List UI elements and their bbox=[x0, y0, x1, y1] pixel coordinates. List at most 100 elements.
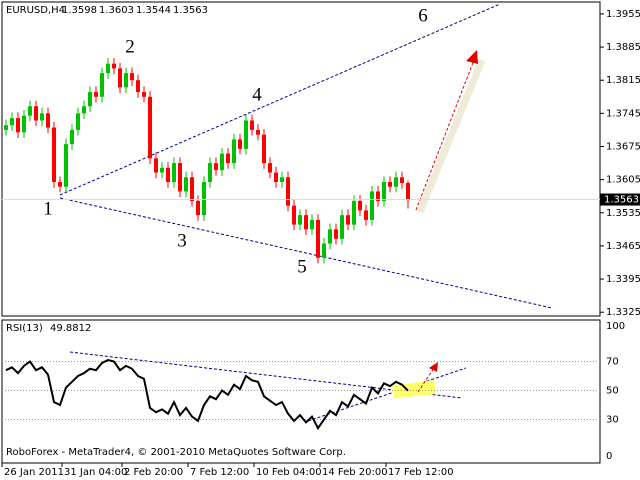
candle-body bbox=[118, 68, 122, 88]
candle-body bbox=[376, 191, 380, 201]
ohlc-open: 1.3598 bbox=[62, 5, 97, 16]
candle-body bbox=[340, 215, 344, 239]
candle-body bbox=[358, 200, 362, 211]
rsi-line bbox=[5, 358, 409, 431]
candle-body bbox=[196, 200, 200, 216]
arrow-head bbox=[466, 50, 478, 64]
y-tick-label: 1.3535 bbox=[606, 208, 640, 219]
candle-body bbox=[334, 229, 338, 239]
candle-body bbox=[382, 182, 386, 201]
candle-body bbox=[202, 182, 206, 216]
wave-label: 6 bbox=[418, 5, 428, 26]
candle-body bbox=[364, 210, 368, 220]
candle-body bbox=[124, 73, 128, 88]
candle-body bbox=[4, 125, 8, 130]
candle-body bbox=[22, 115, 26, 133]
candle-body bbox=[328, 229, 332, 244]
candle-body bbox=[88, 92, 92, 107]
candle-body bbox=[262, 134, 266, 164]
candle-body bbox=[166, 167, 170, 183]
candle-body bbox=[370, 191, 374, 220]
candle-body bbox=[400, 177, 404, 183]
candle-body bbox=[250, 120, 254, 130]
candle-body bbox=[292, 205, 296, 225]
candle-body bbox=[214, 163, 218, 171]
wave-label: 2 bbox=[125, 36, 135, 57]
candle-body bbox=[172, 163, 176, 183]
candle-body bbox=[154, 158, 158, 173]
y-tick-label: 1.3605 bbox=[606, 175, 640, 186]
ohlc-close: 1.3563 bbox=[173, 5, 208, 16]
candle-body bbox=[298, 215, 302, 225]
candle-body bbox=[148, 96, 152, 159]
y-tick-label: 1.3395 bbox=[606, 274, 640, 285]
candle-body bbox=[244, 120, 248, 149]
candle-body bbox=[52, 127, 56, 183]
rsi-title: RSI(13) bbox=[6, 323, 43, 334]
candle-body bbox=[10, 118, 14, 126]
candle-body bbox=[256, 129, 260, 135]
candle-body bbox=[112, 63, 116, 69]
price-box bbox=[600, 193, 640, 206]
x-tick-label: 7 Feb 12:00 bbox=[190, 467, 249, 478]
candle-body bbox=[160, 167, 164, 173]
y-tick-label: 70 bbox=[606, 357, 619, 368]
rsi-value: 49.8812 bbox=[50, 323, 91, 334]
y-tick-label: 1.3815 bbox=[606, 75, 640, 86]
candle-body bbox=[16, 118, 20, 133]
y-tick-label: 1.3465 bbox=[606, 241, 640, 252]
x-tick-label: 2 Feb 20:00 bbox=[124, 467, 183, 478]
rsi-trend-line bbox=[307, 367, 467, 422]
candle-body bbox=[394, 177, 398, 187]
y-tick-label: 30 bbox=[606, 415, 619, 426]
price-panel bbox=[1, 1, 601, 317]
candle-body bbox=[304, 215, 308, 230]
candle-body bbox=[238, 139, 242, 149]
candle-body bbox=[142, 92, 146, 97]
candle-body bbox=[406, 182, 410, 200]
x-tick-label: 31 Jan 04:00 bbox=[64, 467, 127, 478]
candle-body bbox=[82, 106, 86, 114]
y-tick-label: 1.3955 bbox=[606, 9, 640, 20]
candle-body bbox=[322, 243, 326, 258]
candle-body bbox=[28, 106, 32, 116]
arrow-head bbox=[429, 362, 438, 372]
candle-body bbox=[184, 177, 188, 192]
candle-body bbox=[136, 80, 140, 93]
candle-body bbox=[64, 144, 68, 187]
footer: RoboForex - MetaTrader4, © 2001-2010 Met… bbox=[6, 447, 346, 458]
price-label: 1.3563 bbox=[604, 195, 639, 206]
candle-body bbox=[130, 73, 134, 81]
candle-body bbox=[46, 113, 50, 128]
y-tick-label: 1.3675 bbox=[606, 142, 640, 153]
candle-body bbox=[388, 182, 392, 187]
y-tick-label: 1.3745 bbox=[606, 108, 640, 119]
candle-body bbox=[40, 113, 44, 121]
candle-body bbox=[106, 63, 110, 74]
candle-body bbox=[100, 73, 104, 97]
candle-body bbox=[190, 177, 194, 201]
candle-body bbox=[34, 106, 38, 121]
candle-body bbox=[346, 215, 350, 225]
candle-body bbox=[232, 139, 236, 164]
candle-body bbox=[280, 177, 284, 183]
ohlc-high: 1.3603 bbox=[99, 5, 134, 16]
candle-body bbox=[208, 163, 212, 183]
y-tick-label: 0 bbox=[606, 451, 612, 462]
candle-body bbox=[70, 129, 74, 145]
wave-label: 4 bbox=[252, 84, 262, 105]
candle-body bbox=[286, 177, 290, 206]
symbol-title: EURUSD,H4 bbox=[6, 5, 65, 16]
candle-body bbox=[226, 153, 230, 164]
y-tick-label: 100 bbox=[606, 321, 625, 332]
rsi-trend-line bbox=[69, 351, 463, 399]
candle-body bbox=[268, 163, 272, 173]
rsi-panel bbox=[1, 319, 601, 464]
candle-body bbox=[220, 153, 224, 171]
trend-line bbox=[59, 197, 553, 309]
wave-label: 3 bbox=[177, 230, 187, 251]
candle-body bbox=[58, 182, 62, 187]
wave-label: 1 bbox=[43, 198, 53, 219]
ohlc-low: 1.3544 bbox=[136, 5, 171, 16]
